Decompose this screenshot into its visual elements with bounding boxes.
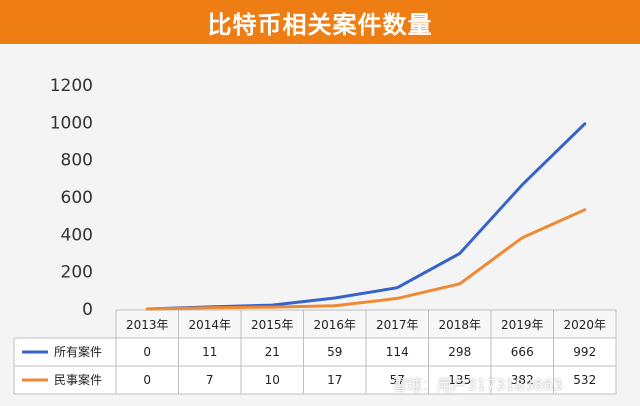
- x-tick-label: 2018年: [438, 318, 481, 332]
- data-label: 0: [143, 345, 151, 359]
- data-label: 59: [327, 345, 342, 359]
- x-tick-label: 2013年: [126, 318, 169, 332]
- data-label: 57: [390, 373, 405, 387]
- data-label: 135: [448, 373, 471, 387]
- data-label: 17: [327, 373, 342, 387]
- x-tick-label: 2016年: [313, 318, 356, 332]
- x-tick-label: 2020年: [563, 318, 606, 332]
- x-tick-label: 2015年: [251, 318, 294, 332]
- data-label: 7: [206, 373, 214, 387]
- data-label: 666: [511, 345, 534, 359]
- y-tick-label: 1200: [50, 76, 93, 96]
- chart-title: 比特币相关案件数量: [207, 10, 433, 39]
- watermark: 雪球：用户3173183863: [392, 376, 563, 394]
- x-tick-label: 2017年: [376, 318, 419, 332]
- legend-label: 所有案件: [54, 344, 102, 359]
- series-line-all-cases: [145, 122, 587, 311]
- data-label: 382: [511, 373, 534, 387]
- title-bar: 比特币相关案件数量: [0, 0, 640, 44]
- y-tick-label: 600: [61, 188, 93, 208]
- series-line-civil-cases: [145, 208, 587, 311]
- data-label: 21: [265, 345, 280, 359]
- y-tick-label: 200: [61, 263, 93, 283]
- data-label: 11: [202, 345, 217, 359]
- data-label: 298: [448, 345, 471, 359]
- y-tick-label: 800: [61, 151, 93, 171]
- data-label: 114: [386, 345, 409, 359]
- y-tick-label: 400: [61, 225, 93, 245]
- data-label: 532: [573, 373, 596, 387]
- y-tick-label: 1000: [50, 113, 93, 133]
- data-label: 10: [265, 373, 280, 387]
- x-tick-label: 2019年: [501, 318, 544, 332]
- x-tick-label: 2014年: [188, 318, 231, 332]
- y-tick-label: 0: [82, 300, 93, 320]
- data-label: 0: [143, 373, 151, 387]
- legend-label: 民事案件: [54, 372, 102, 387]
- data-label: 992: [573, 345, 596, 359]
